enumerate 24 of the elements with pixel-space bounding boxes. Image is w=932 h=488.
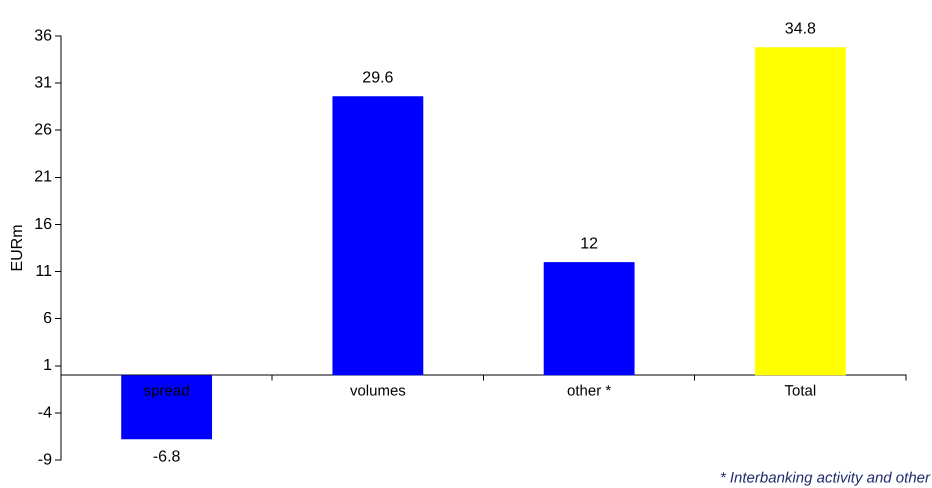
data-label: 12 [580, 236, 598, 253]
y-tick-label: 36 [34, 27, 52, 44]
y-axis-title: EURm [9, 224, 26, 272]
y-tick-label: 21 [34, 168, 52, 186]
y-tick-label: 16 [34, 216, 52, 233]
x-tick-label: volumes [350, 382, 406, 400]
y-tick-label: -9 [38, 451, 52, 468]
x-tick-label: spread [144, 382, 190, 400]
data-label: 34.8 [784, 20, 816, 38]
bar [754, 47, 846, 376]
y-tick-label: 6 [43, 310, 52, 328]
x-tick-label: Total [784, 382, 816, 400]
data-label: 29.6 [362, 70, 394, 87]
y-tick-label: 26 [34, 122, 52, 139]
text: * Interbanking activity and other [720, 470, 932, 487]
y-tick-label: 11 [35, 262, 52, 280]
bar [121, 375, 212, 440]
y-tick-label: 1 [43, 357, 52, 374]
bar [544, 262, 635, 376]
y-tick-label: 31 [34, 74, 52, 92]
data-label: -6.8 [152, 448, 181, 466]
bar [332, 96, 424, 376]
x-tick-label: other * [567, 382, 612, 400]
y-tick-label: -4 [38, 404, 52, 422]
